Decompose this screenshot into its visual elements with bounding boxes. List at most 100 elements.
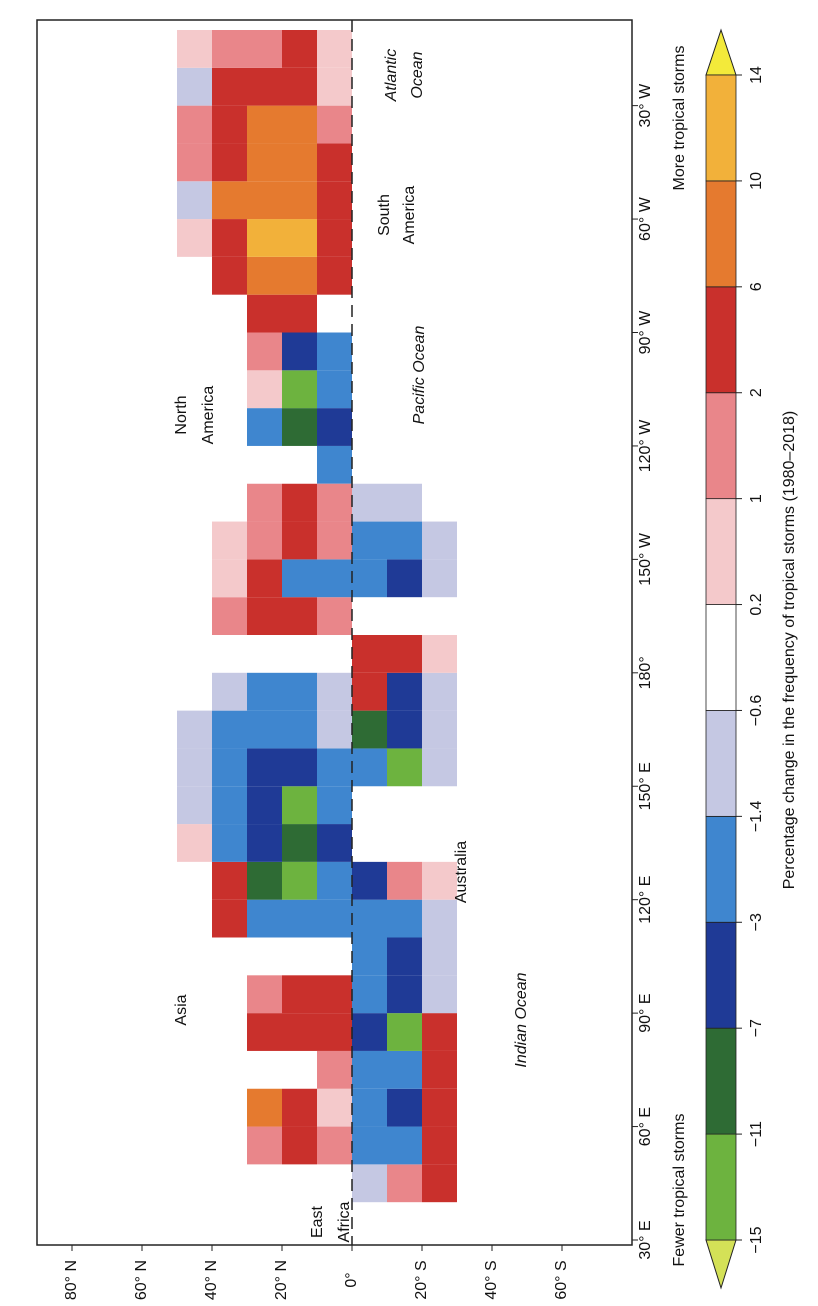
grid-cell (317, 861, 352, 900)
grid-cell (212, 748, 247, 787)
grid-cell (422, 672, 457, 711)
grid-cell (422, 748, 457, 787)
grid-cell (387, 1088, 422, 1127)
grid-cell (317, 597, 352, 635)
region-label: Asia (173, 994, 190, 1025)
grid-cell (282, 143, 317, 182)
grid-cell (352, 635, 387, 673)
region-label: Ocean (409, 51, 426, 98)
grid-cell (282, 824, 317, 862)
grid-cell (282, 483, 317, 522)
grid-cell (317, 786, 352, 825)
grid-cell (247, 294, 282, 333)
grid-cell (282, 332, 317, 371)
grid-cell (177, 105, 212, 144)
grid-cell (317, 975, 352, 1014)
region-label: America (401, 186, 418, 245)
lat-tick-label: 20° S (413, 1260, 430, 1299)
lon-tick-label: 90° W (637, 310, 654, 355)
colorbar-segment (705, 286, 737, 394)
grid-cell (317, 710, 352, 749)
lon-tick-label: 120° E (637, 876, 654, 924)
grid-cell (247, 559, 282, 598)
grid-cell (317, 408, 352, 446)
colorbar-tick-label: 6 (748, 282, 765, 291)
grid-cell (247, 824, 282, 862)
colorbar-segment (705, 1027, 737, 1135)
region-label: East (309, 1205, 326, 1238)
grid-cell (247, 483, 282, 522)
grid-cell (387, 483, 422, 522)
grid-cell (282, 67, 317, 106)
grid-cell (247, 786, 282, 825)
grid-cell (282, 748, 317, 787)
grid-cell (317, 181, 352, 220)
grid-cell (282, 105, 317, 144)
region-label: North (173, 395, 190, 434)
grid-cell (282, 672, 317, 711)
lat-tick-label: 20° N (273, 1260, 290, 1300)
lon-tick-label: 180° (637, 656, 654, 689)
grid-cell (247, 105, 282, 144)
grid-cell (282, 1126, 317, 1165)
colorbar-segment (705, 180, 737, 288)
colorbar-segment (705, 921, 737, 1029)
grid-cell (422, 1013, 457, 1051)
grid-cell (247, 597, 282, 635)
grid-cell (317, 30, 352, 68)
grid-cell (282, 975, 317, 1014)
grid-cell (247, 256, 282, 295)
grid-cell (422, 1126, 457, 1165)
grid-cell (352, 559, 387, 598)
grid-cell (212, 181, 247, 220)
map-frame (36, 19, 633, 1246)
grid-cell (387, 861, 422, 900)
colorbar-segment (705, 710, 737, 817)
grid-cell (352, 975, 387, 1014)
grid-cell (282, 219, 317, 257)
grid-cell (387, 975, 422, 1014)
grid-cell (387, 521, 422, 560)
lon-tick-label: 120° W (637, 419, 654, 473)
grid-cell (177, 219, 212, 257)
grid-cell (247, 67, 282, 106)
grid-cell (282, 1088, 317, 1127)
grid-cell (247, 332, 282, 371)
lat-tick-label: 80° N (63, 1260, 80, 1300)
grid-cell (177, 30, 212, 68)
grid-cell (422, 559, 457, 598)
grid-cell (317, 483, 352, 522)
grid-cell (212, 105, 247, 144)
colorbar-high-arrow (705, 28, 737, 76)
colorbar-title: Percentage change in the frequency of tr… (781, 411, 798, 890)
grid-cell (352, 1126, 387, 1165)
grid-cell (212, 861, 247, 900)
grid-cell (177, 181, 212, 220)
grid-cell (387, 710, 422, 749)
grid-cell (282, 30, 317, 68)
grid-cell (422, 899, 457, 938)
colorbar-segment (705, 604, 737, 711)
region-label: South (376, 194, 393, 236)
grid-cell (247, 672, 282, 711)
grid-cell (282, 861, 317, 900)
grid-cell (247, 1126, 282, 1165)
grid-cell (317, 1088, 352, 1127)
colorbar-tick-label: 10 (748, 172, 765, 190)
colorbar-tick-label: 0.2 (748, 593, 765, 615)
grid-cell (247, 30, 282, 68)
grid-cell (282, 256, 317, 295)
grid-cell (317, 559, 352, 598)
grid-cell (352, 861, 387, 900)
grid-cell (212, 521, 247, 560)
colorbar-segment (705, 498, 737, 605)
grid-cell (352, 1088, 387, 1127)
grid-cell (177, 824, 212, 862)
grid-cell (387, 899, 422, 938)
grid-cell (212, 67, 247, 106)
grid-cell (352, 1164, 387, 1203)
lat-tick-label: 60° S (553, 1260, 570, 1299)
grid-cell (317, 672, 352, 711)
grid-cell (212, 143, 247, 182)
grid-cell (317, 1013, 352, 1051)
